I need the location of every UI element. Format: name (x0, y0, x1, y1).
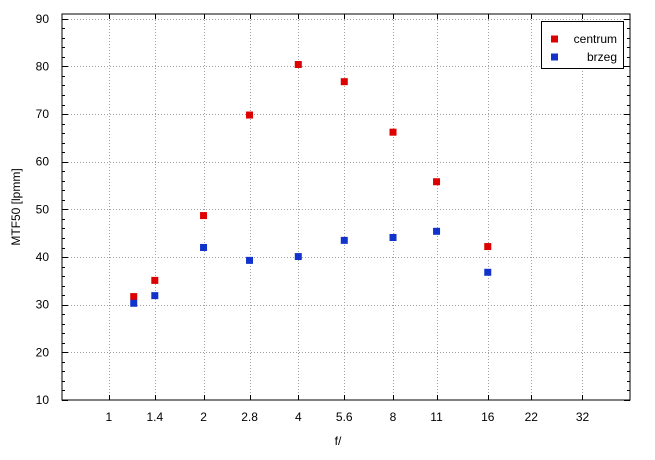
legend-box (541, 21, 624, 69)
y-tick-label: 40 (36, 250, 50, 264)
point-brzeg (389, 233, 397, 241)
legend-label-centrum: centrum (574, 32, 617, 46)
x-tick-label: 8 (390, 410, 397, 424)
legend-swatch-brzeg (551, 53, 558, 61)
legend-label-brzeg: brzeg (587, 50, 617, 64)
legend-swatch-centrum (551, 35, 558, 43)
x-tick-labels: 1 1.4 2 2.8 4 5.6 8 11 16 22 32 (105, 410, 589, 424)
y-axis-label: MTF50 [lpmm] (9, 168, 23, 245)
x-tick-label: 1.4 (146, 410, 163, 424)
point-brzeg (340, 236, 348, 244)
point-centrum (340, 78, 348, 86)
x-tick-label: 2 (200, 410, 207, 424)
y-tick-label: 60 (36, 155, 50, 169)
y-tick-label: 10 (36, 393, 50, 407)
y-tick-label: 30 (36, 298, 50, 312)
point-centrum (484, 243, 492, 251)
data-points (130, 61, 492, 307)
point-centrum (151, 276, 159, 284)
axis-ticks (62, 14, 630, 401)
point-centrum (294, 61, 302, 69)
x-tick-label: 1 (105, 410, 112, 424)
x-axis-label: f/ (335, 434, 342, 448)
point-brzeg (294, 253, 302, 261)
y-tick-label: 20 (36, 345, 50, 359)
y-tick-labels: 10 20 30 40 50 60 70 80 90 (36, 12, 50, 407)
point-centrum (200, 212, 208, 220)
x-tick-label: 32 (576, 410, 590, 424)
x-tick-label: 2.8 (241, 410, 258, 424)
point-centrum (246, 111, 254, 119)
y-tick-label: 80 (36, 59, 50, 73)
x-tick-label: 4 (295, 410, 302, 424)
y-tick-label: 90 (36, 12, 50, 26)
x-tick-label: 11 (430, 410, 443, 424)
point-brzeg (433, 227, 441, 235)
grid-lines (62, 14, 630, 400)
plot-frame (61, 13, 631, 401)
point-brzeg (246, 256, 254, 264)
x-tick-label: 22 (525, 410, 539, 424)
point-brzeg (484, 268, 492, 276)
point-brzeg (151, 292, 159, 300)
point-brzeg (130, 299, 138, 307)
point-centrum (433, 178, 441, 186)
x-tick-label: 16 (481, 410, 495, 424)
point-centrum (389, 128, 397, 136)
legend: centrum brzeg (541, 21, 624, 69)
x-tick-label: 5.6 (336, 410, 353, 424)
point-centrum (130, 293, 138, 301)
y-tick-label: 70 (36, 107, 50, 121)
point-brzeg (200, 244, 208, 252)
y-tick-label: 50 (36, 202, 50, 216)
